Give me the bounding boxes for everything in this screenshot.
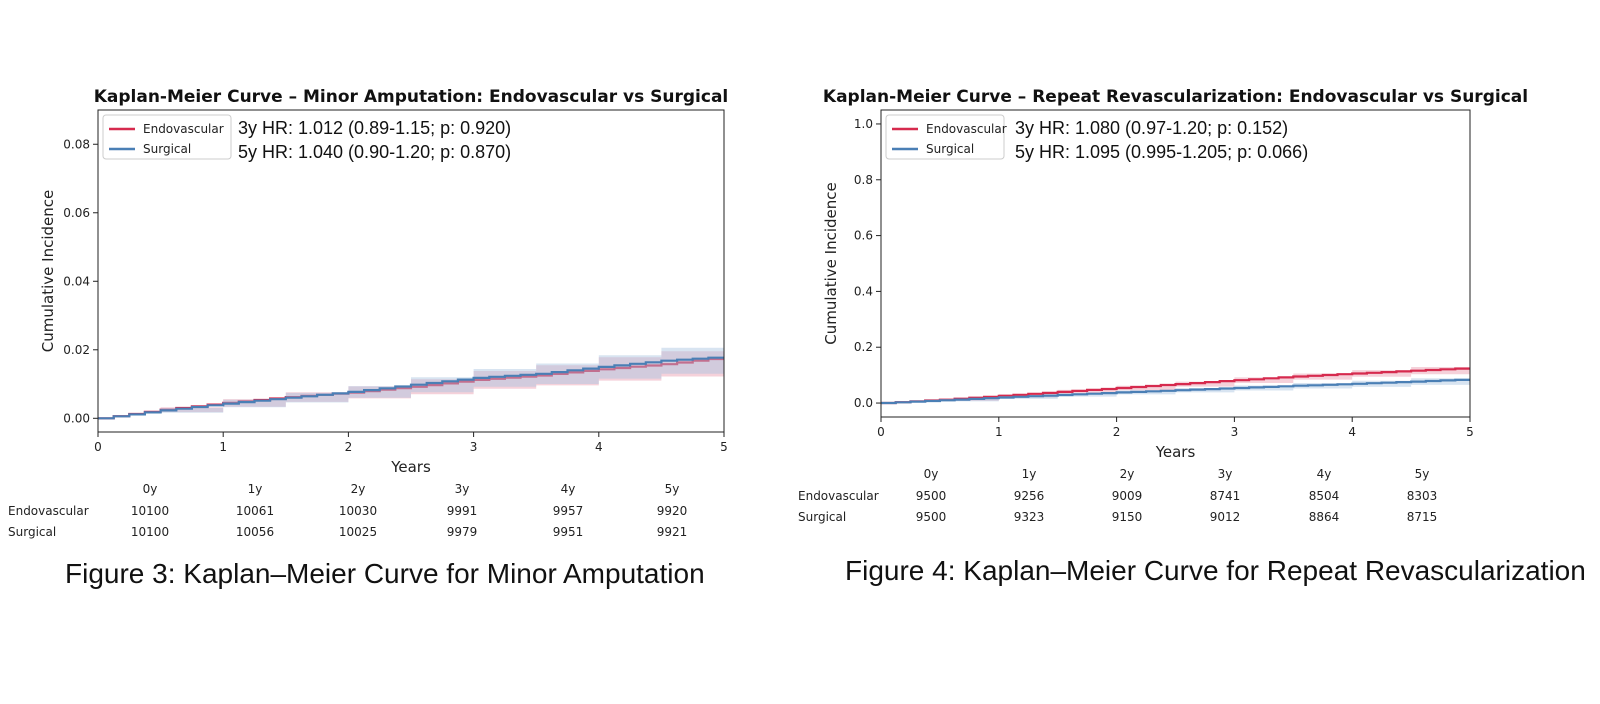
chart1-risk-header: 1y bbox=[248, 482, 263, 496]
chart2-xtick-label: 3 bbox=[1231, 425, 1239, 439]
chart1-xtick-label: 0 bbox=[94, 440, 102, 454]
chart1-ytick-label: 0.02 bbox=[63, 343, 90, 357]
chart1-xtick-label: 5 bbox=[720, 440, 728, 454]
figure-4-caption: Figure 4: Kaplan–Meier Curve for Repeat … bbox=[845, 555, 1586, 586]
chart2-risk-header: 4y bbox=[1317, 467, 1332, 481]
chart1-xlabel: Years bbox=[390, 458, 431, 476]
chart1-risk-cell: 9921 bbox=[657, 525, 688, 539]
chart2-title: Kaplan-Meier Curve – Repeat Revasculariz… bbox=[823, 87, 1528, 107]
chart1-risk-cell: 9957 bbox=[553, 504, 584, 518]
chart1-risk-header: 0y bbox=[143, 482, 158, 496]
chart2-xtick-label: 1 bbox=[995, 425, 1003, 439]
chart2-ytick-label: 0.6 bbox=[854, 229, 873, 243]
chart2-xlabel: Years bbox=[1155, 443, 1196, 461]
chart1-xtick-label: 2 bbox=[345, 440, 353, 454]
chart2-risk-header: 0y bbox=[924, 467, 939, 481]
chart2-xtick-label: 5 bbox=[1466, 425, 1474, 439]
chart1-hr-annotation: 5y HR: 1.040 (0.90-1.20; p: 0.870) bbox=[238, 142, 511, 162]
figure-3-panel: Kaplan-Meier Curve – Minor Amputation: E… bbox=[0, 80, 780, 620]
chart2-xtick-label: 4 bbox=[1348, 425, 1356, 439]
chart2-xtick-label: 0 bbox=[877, 425, 885, 439]
chart1-risk-cell: 10025 bbox=[339, 525, 377, 539]
km-chart-repeat-revascularization: Kaplan-Meier Curve – Repeat Revasculariz… bbox=[798, 87, 1528, 524]
chart1-ytick-label: 0.08 bbox=[63, 137, 90, 151]
chart1-risk-cell: 10056 bbox=[236, 525, 274, 539]
chart2-ylabel: Cumulative Incidence bbox=[822, 182, 840, 344]
chart2-plot-area bbox=[881, 364, 1470, 405]
chart1-surgical-ci-band bbox=[98, 342, 724, 419]
chart1-risk-cell: 9951 bbox=[553, 525, 584, 539]
chart1-risk-cell: 9920 bbox=[657, 504, 688, 518]
chart1-risk-header: 5y bbox=[665, 482, 680, 496]
chart2-surgical-km-line bbox=[881, 378, 1470, 405]
chart2-risk-header: 5y bbox=[1415, 467, 1430, 481]
chart1-risk-row-label: Endovascular bbox=[8, 504, 89, 518]
chart1-risk-header: 3y bbox=[455, 482, 470, 496]
chart1-risk-row-label: Surgical bbox=[8, 525, 56, 539]
chart2-risk-header: 2y bbox=[1120, 467, 1135, 481]
chart2-risk-cell: 8303 bbox=[1407, 489, 1438, 503]
chart2-risk-cell: 9500 bbox=[916, 489, 947, 503]
chart1-hr-annotation: 3y HR: 1.012 (0.89-1.15; p: 0.920) bbox=[238, 118, 511, 138]
chart1-ytick-label: 0.04 bbox=[63, 274, 90, 288]
chart1-ytick-label: 0.06 bbox=[63, 206, 90, 220]
figure-3-caption: Figure 3: Kaplan–Meier Curve for Minor A… bbox=[65, 558, 705, 589]
chart1-risk-cell: 9991 bbox=[447, 504, 478, 518]
chart1-legend-label-endovascular: Endovascular bbox=[143, 122, 224, 136]
chart1-risk-cell: 10061 bbox=[236, 504, 274, 518]
chart2-risk-cell: 8715 bbox=[1407, 510, 1438, 524]
figure-4-panel: Kaplan-Meier Curve – Repeat Revasculariz… bbox=[790, 80, 1590, 620]
chart2-risk-cell: 9009 bbox=[1112, 489, 1143, 503]
chart2-legend-label-endovascular: Endovascular bbox=[926, 122, 1007, 136]
chart2-risk-row-label: Surgical bbox=[798, 510, 846, 524]
chart2-ytick-label: 1.0 bbox=[854, 117, 873, 131]
chart2-ytick-label: 0.0 bbox=[854, 396, 873, 410]
chart1-ylabel: Cumulative Incidence bbox=[39, 190, 57, 352]
chart2-legend-label-surgical: Surgical bbox=[926, 142, 974, 156]
chart2-risk-cell: 9500 bbox=[916, 510, 947, 524]
chart2-risk-cell: 9012 bbox=[1210, 510, 1241, 524]
chart2-risk-header: 1y bbox=[1022, 467, 1037, 481]
chart2-hr-annotation: 5y HR: 1.095 (0.995-1.205; p: 0.066) bbox=[1015, 142, 1308, 162]
chart2-plot-frame bbox=[880, 109, 1471, 418]
chart2-risk-header: 3y bbox=[1218, 467, 1233, 481]
chart1-risk-header: 4y bbox=[561, 482, 576, 496]
chart1-xtick-label: 1 bbox=[219, 440, 227, 454]
chart1-xtick-label: 3 bbox=[470, 440, 478, 454]
chart1-legend-label-surgical: Surgical bbox=[143, 142, 191, 156]
chart1-ytick-label: 0.00 bbox=[63, 411, 90, 425]
chart1-risk-cell: 9979 bbox=[447, 525, 478, 539]
chart2-ytick-label: 0.2 bbox=[854, 340, 873, 354]
chart1-risk-header: 2y bbox=[351, 482, 366, 496]
chart2-risk-cell: 8504 bbox=[1309, 489, 1340, 503]
chart2-ytick-label: 0.8 bbox=[854, 173, 873, 187]
chart2-risk-cell: 8741 bbox=[1210, 489, 1241, 503]
chart1-risk-cell: 10100 bbox=[131, 504, 169, 518]
chart1-plot-area bbox=[98, 342, 724, 420]
chart2-risk-cell: 9256 bbox=[1014, 489, 1045, 503]
chart2-xtick-label: 2 bbox=[1113, 425, 1121, 439]
chart1-plot-frame bbox=[97, 109, 725, 433]
chart1-surgical-km-line bbox=[98, 356, 724, 420]
chart2-ytick-label: 0.4 bbox=[854, 284, 873, 298]
chart2-risk-cell: 9323 bbox=[1014, 510, 1045, 524]
chart1-risk-cell: 10030 bbox=[339, 504, 377, 518]
chart2-risk-cell: 8864 bbox=[1309, 510, 1340, 524]
chart1-risk-cell: 10100 bbox=[131, 525, 169, 539]
chart1-title: Kaplan-Meier Curve – Minor Amputation: E… bbox=[94, 87, 729, 107]
km-chart-minor-amputation: Kaplan-Meier Curve – Minor Amputation: E… bbox=[8, 87, 729, 539]
chart2-risk-row-label: Endovascular bbox=[798, 489, 879, 503]
chart2-risk-cell: 9150 bbox=[1112, 510, 1143, 524]
chart1-xtick-label: 4 bbox=[595, 440, 603, 454]
chart2-hr-annotation: 3y HR: 1.080 (0.97-1.20; p: 0.152) bbox=[1015, 118, 1288, 138]
